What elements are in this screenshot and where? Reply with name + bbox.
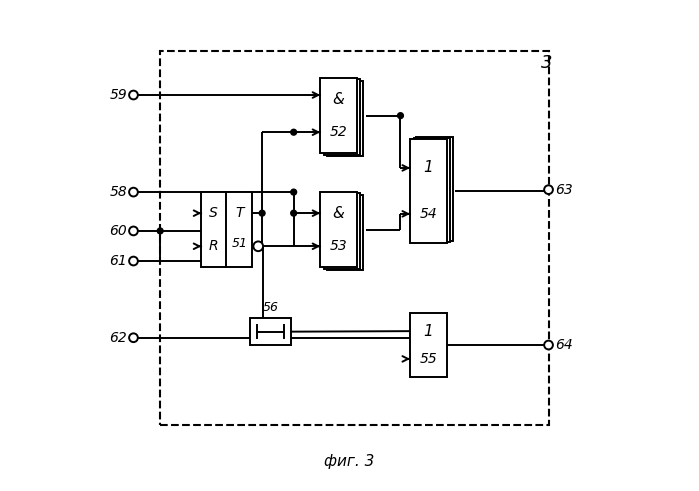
Text: 52: 52 xyxy=(330,125,347,139)
Text: фиг. 3: фиг. 3 xyxy=(324,454,375,469)
Text: 56: 56 xyxy=(263,301,279,314)
Circle shape xyxy=(253,242,263,251)
Text: 3: 3 xyxy=(541,54,553,72)
Bar xyxy=(414,137,450,242)
Bar xyxy=(250,318,291,345)
Text: 54: 54 xyxy=(419,207,438,221)
Circle shape xyxy=(398,113,403,118)
Bar xyxy=(410,313,447,377)
Bar xyxy=(320,192,356,267)
Bar xyxy=(417,137,453,241)
Bar xyxy=(326,81,363,156)
Text: 60: 60 xyxy=(110,224,127,238)
Circle shape xyxy=(291,210,296,216)
Circle shape xyxy=(259,210,265,216)
Text: T: T xyxy=(236,206,244,220)
Text: 61: 61 xyxy=(110,254,127,268)
Bar xyxy=(320,78,356,153)
Text: 55: 55 xyxy=(419,352,438,366)
Bar xyxy=(326,194,363,270)
Bar xyxy=(160,52,549,425)
Bar xyxy=(324,80,360,155)
Text: 64: 64 xyxy=(555,338,572,352)
Circle shape xyxy=(544,185,553,194)
Circle shape xyxy=(544,341,553,350)
Bar xyxy=(201,192,252,267)
Circle shape xyxy=(129,188,138,196)
Text: 1: 1 xyxy=(424,161,433,175)
Bar xyxy=(410,138,447,243)
Text: S: S xyxy=(209,206,218,220)
Circle shape xyxy=(291,189,296,195)
Text: 1: 1 xyxy=(424,324,433,339)
Text: 62: 62 xyxy=(110,331,127,345)
Circle shape xyxy=(129,226,138,235)
Circle shape xyxy=(129,257,138,266)
Circle shape xyxy=(129,333,138,342)
Circle shape xyxy=(291,129,296,135)
Text: &: & xyxy=(333,206,345,220)
Text: 51: 51 xyxy=(231,237,247,250)
Text: 59: 59 xyxy=(110,88,127,102)
Bar xyxy=(324,193,360,269)
Circle shape xyxy=(157,228,163,234)
Text: 53: 53 xyxy=(330,239,347,253)
Text: &: & xyxy=(333,92,345,107)
Text: 58: 58 xyxy=(110,185,127,199)
Text: 63: 63 xyxy=(555,183,572,197)
Circle shape xyxy=(129,91,138,99)
Text: R: R xyxy=(209,239,219,253)
